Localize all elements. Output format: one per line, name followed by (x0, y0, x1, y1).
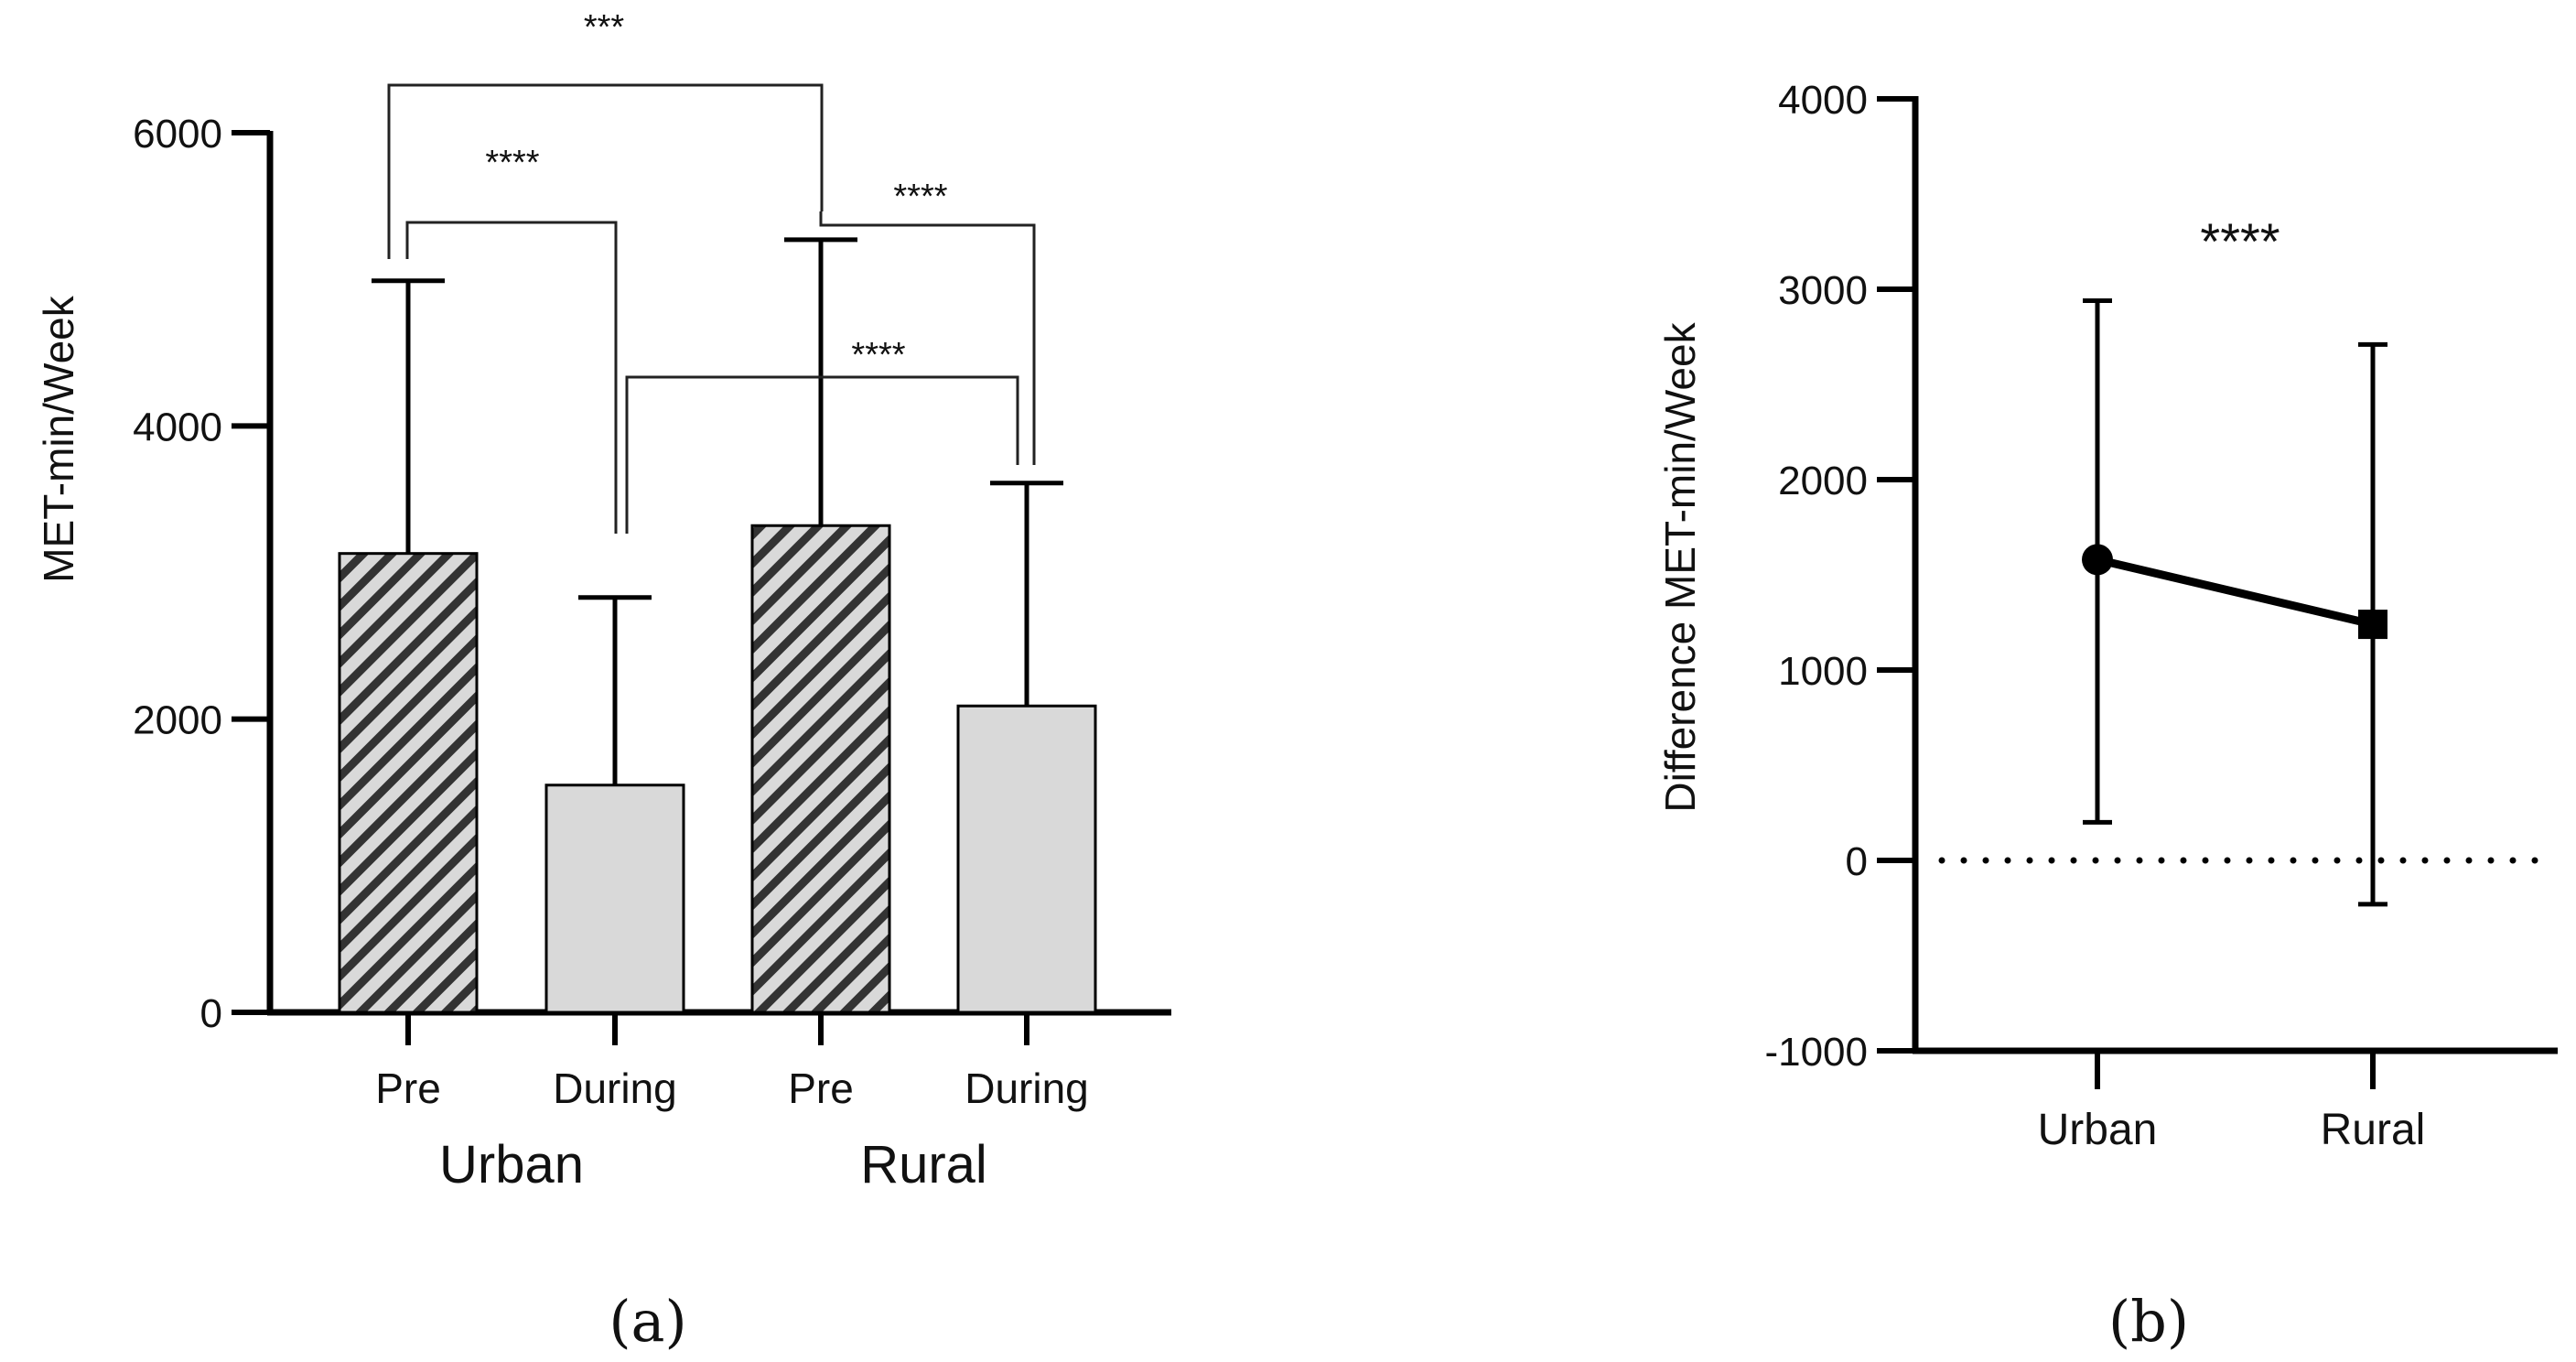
panel-a-x-labels: Pre During Pre During Urban Rural (375, 1012, 1089, 1194)
x-tick-label: During (553, 1065, 677, 1112)
significance-label: **** (851, 336, 905, 374)
bar-pre-urban (338, 552, 479, 1014)
panel-b-line-chart: -1000 0 1000 2000 3000 4000 Urban Rural **** D… (1656, 78, 2558, 1355)
significance-label: *** (584, 8, 625, 47)
significance-label: **** (893, 178, 947, 216)
y-tick-label: 4000 (1778, 78, 1868, 123)
group-label: Rural (860, 1135, 987, 1194)
significance-bracket (625, 375, 1019, 534)
significance-bracket (819, 211, 1036, 465)
y-tick-label: 2000 (1778, 459, 1868, 503)
y-tick-label: -1000 (1764, 1030, 1868, 1075)
bar-pre-rural (750, 524, 891, 1014)
y-tick-label: 2000 (133, 698, 222, 743)
panel-a-error-bars (372, 237, 1063, 785)
panel-a-caption: (a) (609, 1288, 686, 1355)
panel-a-bars (338, 524, 1097, 1014)
bar-during-rural (956, 704, 1097, 1014)
y-tick-label: 4000 (133, 405, 222, 449)
y-tick-label: 3000 (1778, 268, 1868, 313)
significance-bracket (405, 221, 618, 534)
panel-a-significance-brackets: *************** (387, 8, 1036, 534)
data-point-urban (2082, 544, 2113, 576)
x-tick-label: Pre (375, 1065, 441, 1112)
y-tick-label: 0 (1846, 839, 1868, 884)
difference-line (2096, 555, 2375, 629)
y-tick-label: 1000 (1778, 649, 1868, 694)
bar-during-urban (544, 784, 685, 1014)
x-tick-label: During (965, 1065, 1089, 1112)
y-tick-label: 6000 (133, 112, 222, 157)
panel-b-significance-label: **** (2200, 212, 2280, 270)
panel-b-series (2082, 544, 2387, 640)
panel-b-axes (1912, 96, 2558, 1054)
x-tick-label: Urban (2038, 1106, 2158, 1154)
significance-bracket (387, 83, 824, 259)
panel-b-error-bars (2083, 297, 2387, 907)
significance-label: **** (485, 144, 539, 182)
data-point-rural (2358, 610, 2387, 640)
x-tick-label: Pre (788, 1065, 854, 1112)
panel-a-y-ticks: 0 2000 4000 6000 (133, 112, 270, 1036)
panel-b-x-labels: Urban Rural (2038, 1051, 2426, 1154)
panel-b-caption: (b) (2108, 1288, 2189, 1355)
y-tick-label: 0 (200, 991, 222, 1036)
x-tick-label: Rural (2321, 1106, 2426, 1154)
group-label: Urban (439, 1135, 584, 1194)
panel-a-y-axis-label: MET-min/Week (35, 295, 82, 583)
panel-b-y-axis-label: Difference MET-min/Week (1656, 321, 1704, 812)
panel-b-y-ticks: -1000 0 1000 2000 3000 4000 (1764, 78, 1915, 1075)
